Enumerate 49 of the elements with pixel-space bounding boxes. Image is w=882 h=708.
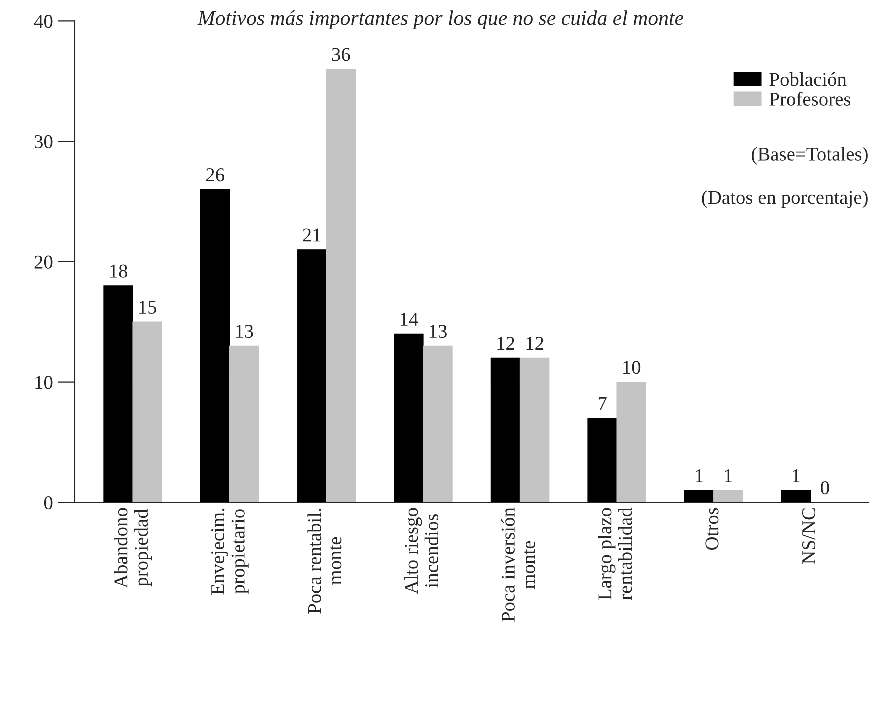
data-label: 1: [725, 470, 732, 482]
bar: [490, 358, 521, 503]
y-tick-label: 0: [44, 496, 53, 510]
y-tick-label: 40: [34, 15, 53, 28]
bar: [230, 346, 260, 503]
x-tick-label: Envejecim. propietario: [211, 508, 249, 595]
x-tick-label: Otros: [706, 508, 719, 550]
y-tick-label: 30: [34, 135, 53, 149]
bar: [714, 490, 744, 503]
x-tick-label: Poca rentabil. monte: [308, 508, 342, 614]
data-label: 10: [624, 361, 641, 374]
data-label: 26: [206, 168, 224, 182]
data-label: 13: [430, 325, 447, 338]
bar: [132, 322, 162, 503]
annotation: (Datos en porcentaje): [702, 190, 868, 208]
data-label: 14: [400, 313, 418, 326]
bar: [781, 490, 812, 503]
x-tick-label: Largo plazo rentabilidad: [598, 508, 632, 600]
data-label: 15: [140, 300, 157, 314]
bar: [200, 189, 230, 503]
data-label: 7: [598, 397, 607, 410]
bar: [394, 334, 424, 503]
x-tick-label: NS/NC: [802, 508, 816, 564]
data-label: 18: [110, 264, 128, 278]
bar: [104, 286, 134, 503]
legend-label: Población: [770, 72, 847, 86]
data-label: 12: [498, 337, 514, 350]
data-label: 1: [696, 470, 704, 482]
bar: [684, 490, 714, 503]
bar: [520, 358, 550, 503]
data-label: 0: [821, 481, 830, 495]
x-tick-label: Alto riesgo incendios: [404, 508, 439, 594]
chart-title: Motivos más importantes por los que no se cuida el monte: [198, 10, 684, 30]
bar: [326, 69, 356, 503]
bar: [616, 382, 646, 503]
data-label: 21: [303, 228, 321, 242]
data-label: 36: [332, 48, 350, 62]
x-tick-label: Abandono propiedad: [114, 508, 152, 588]
annotation: (Base=Totales): [752, 147, 868, 165]
bar: [297, 250, 328, 503]
y-tick-label: 10: [36, 376, 53, 390]
bar: [588, 418, 618, 503]
x-tick-label: Poca inversión monte: [501, 508, 536, 622]
data-label: 13: [236, 325, 254, 338]
y-tick-label: 20: [34, 256, 53, 269]
data-label: 1: [793, 470, 800, 482]
data-label: 12: [526, 337, 544, 350]
legend-label: Profesores: [770, 92, 851, 106]
bar: [423, 346, 453, 503]
